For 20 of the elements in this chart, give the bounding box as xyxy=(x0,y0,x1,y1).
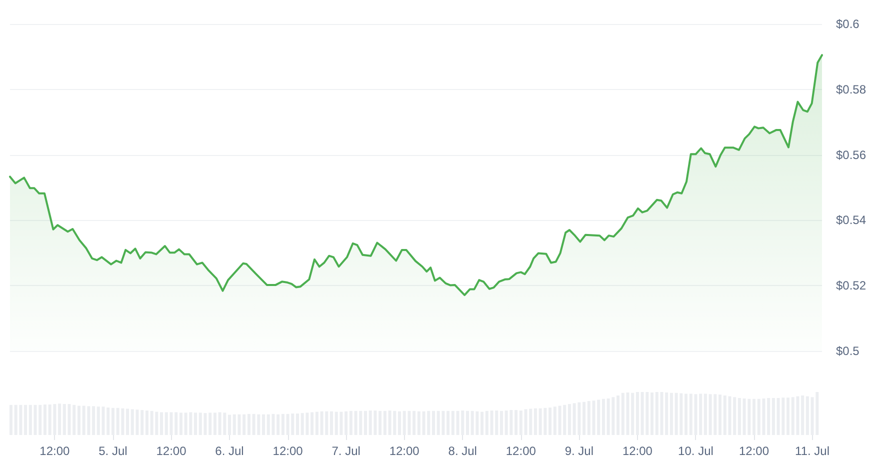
x-tick-label: 6. Jul xyxy=(215,444,244,458)
x-tick-label: 9. Jul xyxy=(564,444,594,458)
x-tick-label: 12:00 xyxy=(156,444,187,458)
x-tick-label: 12:00 xyxy=(506,444,536,458)
x-tick-label: 12:00 xyxy=(389,444,420,458)
x-tick-label: 12:00 xyxy=(272,444,304,458)
x-tick-label: 7. Jul xyxy=(332,444,360,458)
x-tick-label: 5. Jul xyxy=(98,444,128,458)
x-tick-label: 12:00 xyxy=(738,444,770,458)
y-tick-label: $0.52 xyxy=(836,278,866,293)
x-tick-label: 10. Jul xyxy=(678,444,714,458)
x-tick-label: 12:00 xyxy=(622,444,653,458)
y-tick-label: $0.56 xyxy=(836,148,866,162)
x-tick-label: 11. Jul xyxy=(795,444,830,458)
x-tick-label: 8. Jul xyxy=(448,444,477,458)
y-tick-label: $0.58 xyxy=(836,82,866,96)
y-tick-label: $0.5 xyxy=(836,344,860,358)
y-tick-label: $0.6 xyxy=(836,17,860,31)
y-tick-label: $0.54 xyxy=(836,213,866,228)
x-tick-label: 12:00 xyxy=(40,444,70,458)
